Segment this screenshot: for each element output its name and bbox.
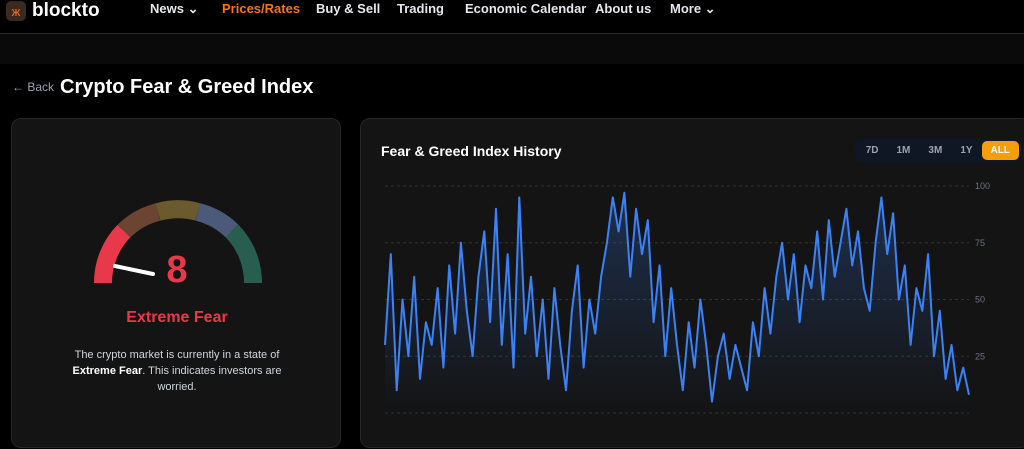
nav-prices[interactable]: Prices/Rates (222, 1, 301, 16)
y-tick-label: 25 (975, 351, 985, 361)
gauge (93, 200, 263, 284)
gauge-card: 8 Extreme Fear The crypto market is curr… (11, 118, 341, 448)
nav-more[interactable]: More ⌄ (670, 1, 716, 16)
logo[interactable]: ж blockto (6, 0, 100, 22)
octopus-logo-icon: ж (6, 1, 26, 21)
range-1y[interactable]: 1Y (960, 145, 973, 156)
arrow-left-icon: ← (12, 80, 28, 94)
top-nav: ж blockto News ⌄ Prices/Rates Buy & Sell … (0, 0, 1024, 34)
chart-title: Fear & Greed Index History (381, 143, 562, 159)
y-tick-label: 100 (975, 181, 990, 191)
nav-trading[interactable]: Trading (397, 1, 444, 16)
range-selector: 7D 1M 3M 1Y ALL (854, 139, 1021, 162)
gauge-needle (113, 264, 155, 276)
gauge-segment-extreme-fear (93, 224, 131, 284)
series-line (384, 191, 970, 403)
gauge-value: 8 (166, 249, 188, 291)
sentiment-description: The crypto market is currently in a stat… (72, 349, 282, 393)
gauge-segment-greed (195, 203, 239, 238)
gauge-segment-extreme-greed (225, 224, 263, 284)
y-tick-label: 50 (975, 295, 985, 305)
range-3m[interactable]: 3M (928, 145, 943, 156)
nav-about[interactable]: About us (595, 1, 652, 16)
gauge-segment-fear (117, 203, 161, 238)
range-7d[interactable]: 7D (865, 145, 879, 156)
nav-buy-sell[interactable]: Buy & Sell (316, 1, 381, 16)
back-link[interactable]: ← Back (12, 80, 55, 94)
nav-news[interactable]: News ⌄ (150, 1, 199, 16)
sentiment-label: Extreme Fear (126, 309, 228, 326)
nav-economic-calendar[interactable]: Economic Calendar (465, 1, 587, 16)
series-area (385, 192, 969, 413)
page-title: Crypto Fear & Greed Index (60, 76, 314, 98)
history-card: Fear & Greed Index History 7D 1M 3M 1Y A… (360, 118, 1024, 448)
range-1m[interactable]: 1M (896, 145, 911, 156)
brand-name: blockto (32, 0, 100, 21)
range-all[interactable]: ALL (981, 141, 1019, 160)
y-tick-label: 75 (975, 238, 985, 248)
banner-strip (0, 34, 1024, 64)
gauge-segment-neutral (155, 200, 201, 221)
history-chart: 100 75 50 25 (384, 181, 990, 414)
